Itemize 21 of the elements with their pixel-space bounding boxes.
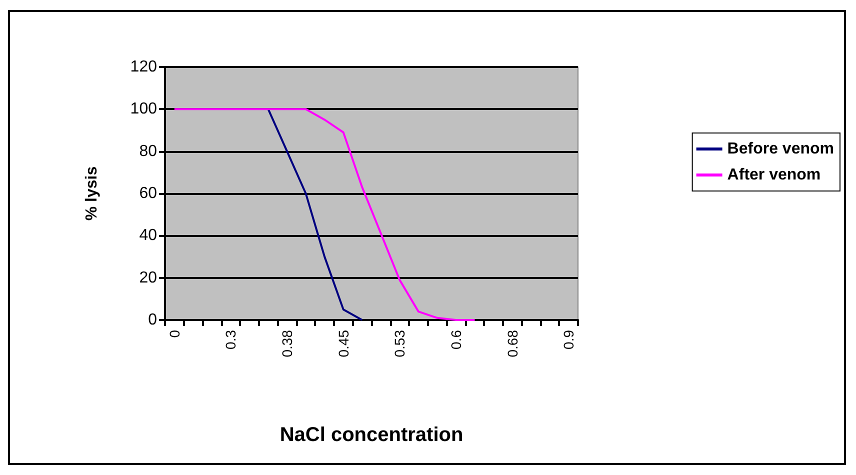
y-axis-title: % lysis — [84, 166, 100, 221]
x-tick-label: 0.6 — [448, 330, 464, 350]
x-tick-label: 0.38 — [279, 330, 296, 358]
y-tick-label: 40 — [139, 227, 158, 244]
x-tick-label: 0.68 — [504, 330, 520, 358]
x-tick-label: 0.3 — [222, 330, 239, 350]
x-axis-title: NaCl concentration — [280, 424, 464, 446]
y-tick-label: 80 — [139, 142, 158, 160]
y-tick-label: 100 — [130, 100, 158, 118]
line-series — [267, 108, 364, 321]
y-tick-label: 60 — [139, 185, 158, 202]
x-tick-label: 0.53 — [392, 330, 408, 358]
x-tick-label: 0.45 — [335, 330, 352, 358]
y-tick-label: 20 — [139, 269, 158, 286]
y-tick-label: 120 — [130, 58, 158, 76]
y-tick-label: 0 — [148, 312, 158, 328]
legend-label: After venom — [727, 166, 821, 184]
x-tick-label: 0 — [166, 330, 182, 338]
line-series — [173, 108, 476, 321]
legend-label: Before venom — [727, 140, 834, 158]
x-tick-label: 0.9 — [560, 330, 577, 350]
